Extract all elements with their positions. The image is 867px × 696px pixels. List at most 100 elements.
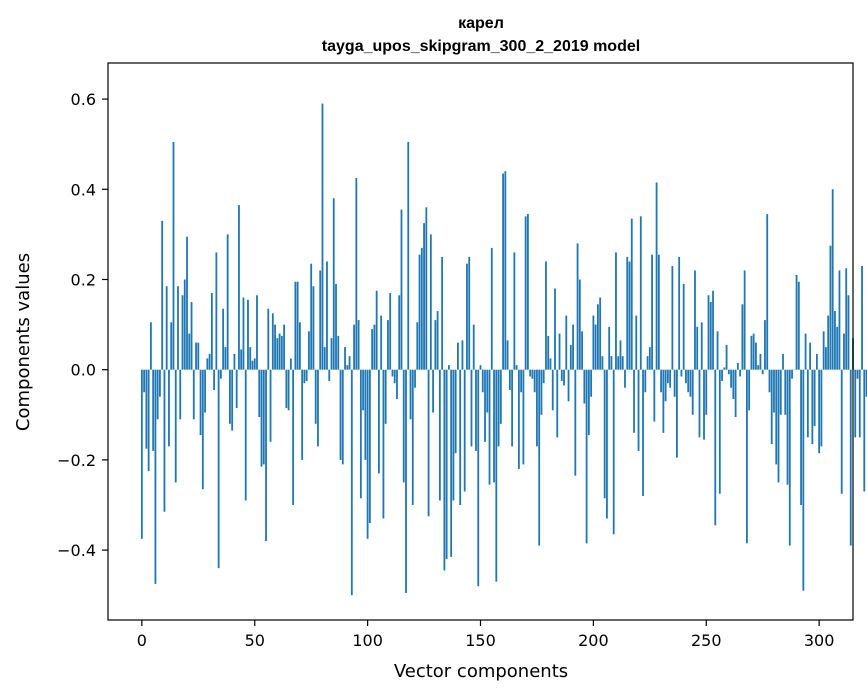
bar [827, 315, 830, 370]
bar [565, 315, 568, 370]
bar [791, 369, 793, 379]
bar [497, 369, 500, 447]
bar [470, 369, 473, 447]
bar [373, 324, 376, 370]
bar [472, 324, 475, 370]
bar [382, 369, 385, 519]
bar [215, 252, 218, 370]
bar [488, 369, 491, 485]
bar [617, 356, 620, 370]
bar [312, 286, 315, 370]
bar [703, 369, 705, 440]
y-tick-label: 0.4 [71, 180, 96, 199]
bar [364, 369, 367, 460]
bar [407, 141, 410, 370]
bar [253, 358, 256, 370]
bar [190, 302, 193, 370]
bar [558, 333, 561, 370]
bar [186, 236, 188, 370]
bar [378, 369, 380, 474]
bar [606, 369, 608, 519]
x-axis-label: Vector components [394, 661, 568, 682]
bar [400, 209, 403, 370]
bar [707, 295, 710, 370]
bar [409, 369, 412, 420]
bar [425, 207, 428, 370]
bar [459, 369, 462, 505]
bar [574, 369, 577, 476]
bar [238, 205, 240, 370]
bar [678, 256, 681, 370]
bar [353, 324, 355, 370]
bar [317, 369, 319, 447]
bar [739, 369, 742, 377]
bar [551, 369, 554, 411]
bar [822, 331, 825, 370]
bar [165, 286, 168, 370]
bar [217, 369, 220, 569]
bar [301, 369, 304, 460]
bar [560, 369, 563, 381]
bar [199, 369, 202, 436]
bar [861, 265, 863, 370]
bar [271, 313, 274, 370]
bar [475, 369, 477, 451]
x-tick-label: 150 [465, 631, 496, 650]
bar [775, 369, 778, 465]
bar [310, 263, 313, 370]
bar [490, 247, 493, 370]
bar [506, 340, 509, 370]
bar [260, 369, 263, 467]
bar [391, 369, 394, 377]
bar [163, 369, 166, 512]
bar [384, 369, 387, 424]
bar [179, 369, 182, 420]
bar [398, 295, 401, 370]
x-tick-label: 300 [804, 631, 835, 650]
bar [267, 308, 270, 370]
bar [849, 369, 852, 546]
bar [847, 295, 850, 370]
bar [143, 369, 146, 393]
bar [149, 322, 152, 370]
bar [414, 369, 416, 388]
bar [337, 335, 340, 370]
bar [323, 347, 326, 370]
bar [834, 311, 836, 370]
bar [644, 369, 647, 393]
bar [761, 369, 764, 375]
bar [159, 369, 161, 397]
bar [648, 347, 651, 370]
bar [635, 315, 638, 370]
bar [303, 369, 306, 384]
bar [592, 315, 595, 370]
bar [416, 322, 419, 370]
bar [294, 281, 297, 370]
bar [502, 173, 504, 370]
bar [741, 304, 744, 370]
bar [174, 369, 177, 483]
bar [608, 326, 611, 370]
bar [262, 369, 265, 465]
bar [527, 214, 529, 370]
bar [773, 369, 775, 413]
bar [714, 369, 717, 526]
bar [633, 369, 635, 433]
bar [289, 358, 292, 370]
bar [197, 342, 200, 370]
bar [700, 322, 703, 370]
bar [721, 369, 723, 381]
bar [276, 338, 279, 370]
bar [192, 369, 195, 420]
bar [858, 369, 861, 438]
bar [213, 369, 216, 390]
bar [825, 347, 827, 370]
bar [242, 297, 245, 370]
bar [766, 214, 769, 370]
bar [258, 369, 261, 418]
bar [788, 369, 791, 546]
bar [664, 369, 667, 402]
bar [517, 369, 520, 469]
bar [520, 369, 523, 393]
bar [280, 335, 283, 370]
